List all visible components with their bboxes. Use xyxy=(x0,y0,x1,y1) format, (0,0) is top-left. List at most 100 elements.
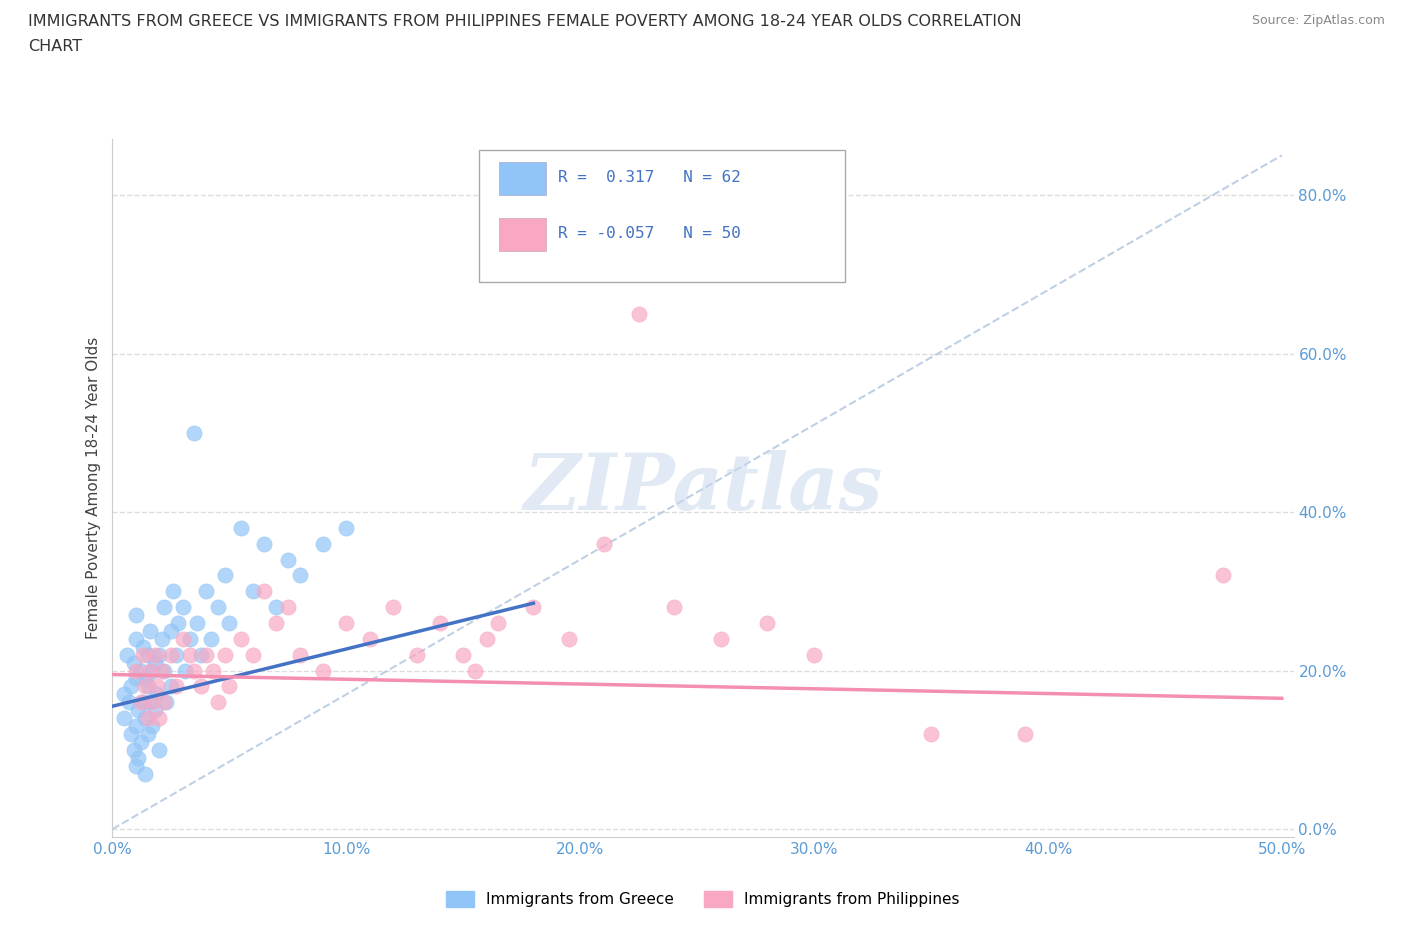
Point xyxy=(125,631,148,646)
Point xyxy=(162,584,184,599)
Point xyxy=(139,623,162,638)
Point xyxy=(242,584,264,599)
Point xyxy=(165,679,187,694)
Point xyxy=(453,647,475,662)
Text: IMMIGRANTS FROM GREECE VS IMMIGRANTS FROM PHILIPPINES FEMALE POVERTY AMONG 18-24: IMMIGRANTS FROM GREECE VS IMMIGRANTS FRO… xyxy=(28,14,1022,29)
Point xyxy=(202,663,225,678)
Point xyxy=(592,537,614,551)
Point xyxy=(160,623,183,638)
Point xyxy=(120,726,142,741)
Point xyxy=(174,663,197,678)
Text: CHART: CHART xyxy=(28,39,82,54)
Point xyxy=(920,726,942,741)
Point xyxy=(429,616,451,631)
Point xyxy=(288,568,311,583)
Point xyxy=(627,306,650,321)
Point xyxy=(143,655,166,670)
Point xyxy=(148,647,170,662)
Point xyxy=(141,695,163,710)
Bar xyxy=(499,218,546,251)
Point xyxy=(143,647,166,662)
Point xyxy=(557,631,579,646)
Point xyxy=(207,600,229,615)
Point xyxy=(277,600,299,615)
Point xyxy=(153,695,176,710)
Point xyxy=(143,703,166,718)
Point xyxy=(195,584,218,599)
Point xyxy=(214,568,236,583)
Text: R =  0.317   N = 62: R = 0.317 N = 62 xyxy=(558,170,741,185)
Point xyxy=(153,663,176,678)
Point xyxy=(125,671,148,686)
Point xyxy=(335,616,357,631)
Point xyxy=(218,679,240,694)
Point xyxy=(242,647,264,662)
Point xyxy=(475,631,498,646)
Point xyxy=(125,719,148,734)
Point xyxy=(803,647,825,662)
Point xyxy=(662,600,685,615)
Point xyxy=(172,600,194,615)
Point xyxy=(264,600,287,615)
Point xyxy=(136,647,159,662)
Point xyxy=(200,631,222,646)
Point xyxy=(312,663,335,678)
Point xyxy=(136,679,159,694)
Point xyxy=(195,647,218,662)
Point xyxy=(172,631,194,646)
Point xyxy=(129,735,152,750)
Point xyxy=(132,647,155,662)
Point xyxy=(155,695,177,710)
Point xyxy=(264,616,287,631)
Point xyxy=(359,631,381,646)
Point xyxy=(522,600,544,615)
Point xyxy=(183,663,205,678)
Point xyxy=(229,521,252,536)
Point xyxy=(150,663,173,678)
Point xyxy=(136,711,159,725)
Point xyxy=(229,631,252,646)
Point xyxy=(253,584,276,599)
Point xyxy=(134,711,156,725)
Point xyxy=(122,655,145,670)
Point xyxy=(179,647,201,662)
Point xyxy=(190,647,212,662)
Point xyxy=(134,766,156,781)
Point xyxy=(756,616,779,631)
Point xyxy=(160,679,183,694)
Point xyxy=(120,679,142,694)
Point xyxy=(129,663,152,678)
FancyBboxPatch shape xyxy=(478,150,845,283)
Point xyxy=(179,631,201,646)
Text: ZIPatlas: ZIPatlas xyxy=(523,450,883,526)
Point xyxy=(277,552,299,567)
Point xyxy=(183,425,205,440)
Point xyxy=(132,639,155,654)
Point xyxy=(405,647,427,662)
Point xyxy=(122,742,145,757)
Point xyxy=(335,521,357,536)
Point xyxy=(146,679,169,694)
Text: R = -0.057   N = 50: R = -0.057 N = 50 xyxy=(558,226,741,241)
Point xyxy=(153,600,176,615)
Point xyxy=(312,537,335,551)
Point xyxy=(139,663,162,678)
Point xyxy=(115,647,138,662)
Point xyxy=(160,647,183,662)
Point xyxy=(141,719,163,734)
Point xyxy=(112,687,135,702)
Point xyxy=(150,631,173,646)
Point xyxy=(134,671,156,686)
Point xyxy=(132,695,155,710)
Point xyxy=(141,663,163,678)
Point xyxy=(148,711,170,725)
Point xyxy=(186,616,208,631)
Point xyxy=(118,695,141,710)
Point xyxy=(464,663,486,678)
Point xyxy=(127,751,149,765)
Point xyxy=(253,537,276,551)
Point xyxy=(214,647,236,662)
Legend: Immigrants from Greece, Immigrants from Philippines: Immigrants from Greece, Immigrants from … xyxy=(440,884,966,913)
Point xyxy=(146,687,169,702)
Point xyxy=(190,679,212,694)
